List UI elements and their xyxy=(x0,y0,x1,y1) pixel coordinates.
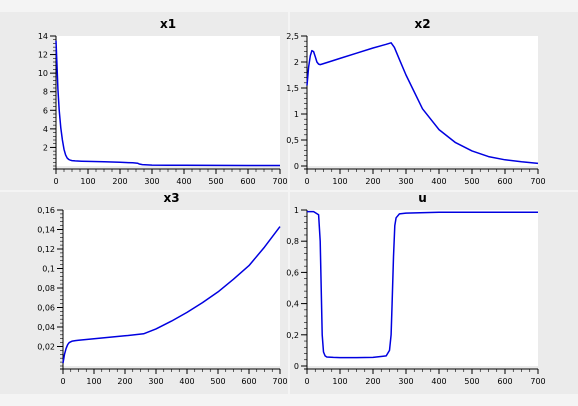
plot-area xyxy=(63,210,280,366)
x-tick-label: 600 xyxy=(497,177,512,186)
x-tick-label: 500 xyxy=(464,377,479,386)
x-tick-label: 100 xyxy=(86,377,101,386)
subplot-x1: x1 0 100 200 300 400 500 600 700 2 4 6 8 10 12 14 xyxy=(0,12,288,190)
x-tick-label: 600 xyxy=(497,377,512,386)
y-tick-label: 0 xyxy=(294,362,299,371)
y-tick-label: 0,02 xyxy=(37,343,55,352)
x-tick-label: 300 xyxy=(398,377,413,386)
x-tick-label: 100 xyxy=(332,177,347,186)
y-tick-label: 0,5 xyxy=(286,136,299,145)
x-tick-label: 0 xyxy=(60,377,65,386)
x-tick-label: 400 xyxy=(176,177,191,186)
x-tick-label: 600 xyxy=(241,377,256,386)
x-tick-label: 0 xyxy=(304,377,309,386)
y-tick-label: 0,8 xyxy=(286,237,299,246)
x-tick-label: 700 xyxy=(272,377,287,386)
x-tick-label: 0 xyxy=(53,177,58,186)
y-tick-label: 0,6 xyxy=(286,268,299,277)
y-tick-label: 0,4 xyxy=(286,300,299,309)
y-tick-label: 2,5 xyxy=(286,32,299,41)
series-line-u xyxy=(307,210,538,359)
x-tick-label: 300 xyxy=(148,377,163,386)
plot-area xyxy=(56,36,280,166)
chart-title: x2 xyxy=(414,17,430,31)
x-tick-label: 500 xyxy=(208,177,223,186)
y-tick-label: 0,12 xyxy=(37,245,55,254)
x-tick-label: 400 xyxy=(431,377,446,386)
y-tick-label: 1 xyxy=(294,206,299,215)
y-tick-label: 2 xyxy=(294,58,299,67)
x-tick-label: 100 xyxy=(80,177,95,186)
x-tick-label: 200 xyxy=(365,177,380,186)
x-tick-label: 700 xyxy=(530,377,545,386)
plot-area xyxy=(307,36,538,166)
y-tick-label: 0,04 xyxy=(37,323,55,332)
subplot-x3: x3 0 100 200 300 400 500 600 700 0,02 0,04 0,06 0,08… xyxy=(0,191,288,394)
plot-area xyxy=(307,210,538,366)
chart-title: x1 xyxy=(160,17,176,31)
x-tick-label: 400 xyxy=(179,377,194,386)
x-tick-label: 200 xyxy=(365,377,380,386)
y-tick-label: 10 xyxy=(38,69,48,78)
y-tick-label: 0 xyxy=(294,162,299,171)
y-tick-label: 1 xyxy=(294,110,299,119)
series-line-x3 xyxy=(62,226,281,364)
x-tick-label: 200 xyxy=(117,377,132,386)
subplot-u: u 0 100 200 300 400 500 600 700 0 0,2 0,4 0,6 0,8 1 xyxy=(286,191,578,394)
y-tick-label: 0,08 xyxy=(37,284,55,293)
x-tick-label: 700 xyxy=(530,177,545,186)
x-tick-label: 600 xyxy=(240,177,255,186)
y-tick-label: 0,2 xyxy=(286,331,299,340)
x-tick-label: 300 xyxy=(398,177,413,186)
y-tick-label: 14 xyxy=(38,32,48,41)
series-line-x2 xyxy=(306,42,539,165)
y-tick-label: 0,16 xyxy=(37,206,55,215)
subplot-x2: x2 0 100 200 300 400 500 600 700 0 0,5 1 1,5 2 2,5 xyxy=(286,12,578,190)
x-tick-label: 0 xyxy=(304,177,309,186)
x-tick-label: 300 xyxy=(144,177,159,186)
y-tick-label: 0,14 xyxy=(37,226,55,235)
y-tick-label: 0,06 xyxy=(37,304,55,313)
x-tick-label: 500 xyxy=(464,177,479,186)
y-tick-label: 4 xyxy=(43,125,48,134)
y-tick-label: 6 xyxy=(43,106,48,115)
y-tick-label: 2 xyxy=(43,143,48,152)
y-tick-label: 8 xyxy=(43,88,48,97)
x-tick-label: 700 xyxy=(272,177,287,186)
y-tick-label: 12 xyxy=(38,51,48,60)
chart-title: u xyxy=(418,191,427,205)
y-tick-label: 0,1 xyxy=(42,265,55,274)
x-tick-label: 200 xyxy=(112,177,127,186)
x-tick-label: 500 xyxy=(210,377,225,386)
y-tick-label: 1,5 xyxy=(286,84,299,93)
x-tick-label: 100 xyxy=(332,377,347,386)
chart-title: x3 xyxy=(163,191,179,205)
series-line-x1 xyxy=(55,40,280,167)
x-tick-label: 400 xyxy=(431,177,446,186)
